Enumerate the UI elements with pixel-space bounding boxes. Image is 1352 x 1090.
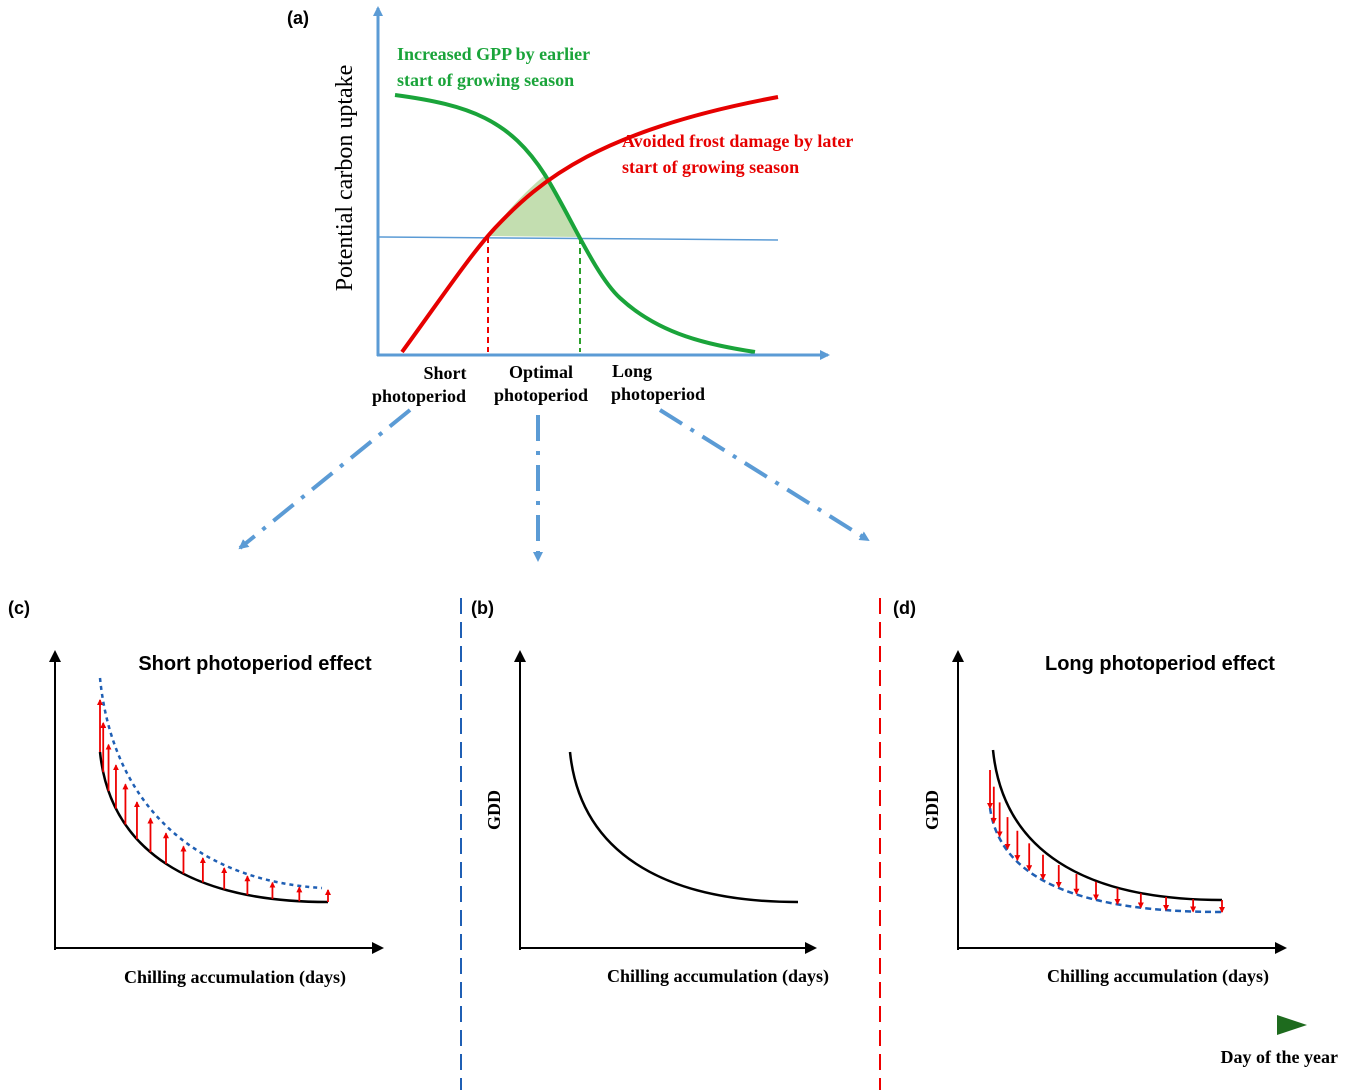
x-axis-label: Chilling accumulation (days)	[607, 966, 829, 987]
frost-label: start of growing season	[622, 157, 799, 177]
y-axis-label: GDD	[484, 790, 504, 830]
curve	[991, 749, 1223, 902]
shifted-curve	[988, 807, 1223, 914]
connector	[238, 408, 412, 550]
panel-label: (a)	[287, 8, 309, 28]
panel-title: Long photoperiod effect	[1045, 653, 1275, 675]
x-label: photoperiod	[611, 384, 705, 404]
panel-label: (c)	[8, 598, 30, 618]
timeline-label: Day of the year	[1221, 1047, 1338, 1067]
y-axis-label: GDD	[922, 790, 942, 830]
y-axis-label: Potential carbon uptake	[332, 65, 358, 292]
x-axis-label: Chilling accumulation (days)	[124, 967, 346, 988]
frost-curve	[400, 95, 779, 354]
curve	[568, 751, 799, 904]
panel-label: (b)	[471, 598, 494, 618]
connectors	[238, 408, 870, 562]
x-axis-label: Chilling accumulation (days)	[1047, 966, 1269, 987]
connector	[658, 408, 870, 542]
x-label: photoperiod	[372, 386, 466, 406]
frost-label: Avoided frost damage by later	[622, 131, 853, 151]
x-label: Long	[612, 361, 652, 381]
panel-label: (d)	[893, 598, 916, 618]
shifted-curve	[98, 677, 323, 890]
optimal-area	[488, 175, 580, 237]
gpp-curve	[394, 93, 756, 354]
gpp-label: Increased GPP by earlier	[397, 44, 590, 64]
shift-arrows	[97, 699, 1225, 913]
panel-title: Short photoperiod effect	[138, 653, 372, 675]
curve	[98, 751, 329, 904]
x-label: Short	[423, 363, 466, 383]
x-label: photoperiod	[494, 385, 588, 405]
gpp-label: start of growing season	[397, 70, 574, 90]
x-label: Optimal	[509, 362, 573, 382]
